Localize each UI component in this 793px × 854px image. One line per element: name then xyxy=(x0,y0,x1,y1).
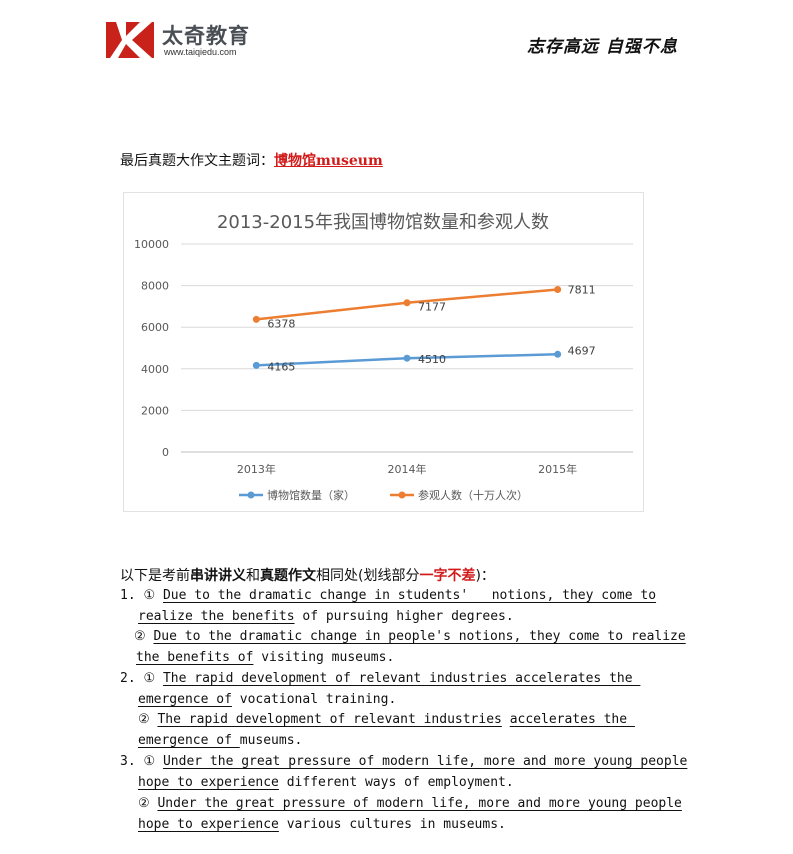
text-segment: ② xyxy=(134,629,154,644)
text-line: hope to experience various cultures in m… xyxy=(138,817,506,833)
legend-marker xyxy=(398,491,406,499)
intro-emphasis: 一字不差 xyxy=(419,568,476,584)
data-label: 4697 xyxy=(568,344,596,357)
topic-label: 最后真题大作文主题词： xyxy=(120,153,274,169)
intro-text: 和 xyxy=(246,568,260,584)
data-point xyxy=(554,350,562,358)
underlined-segment: Due to the dramatic change in students' … xyxy=(162,588,657,603)
text-segment: museums. xyxy=(239,733,303,748)
y-tick-label: 8000 xyxy=(141,280,169,293)
data-point xyxy=(554,286,562,294)
data-label: 7811 xyxy=(568,284,596,297)
chart-title: 2013-2015年我国博物馆数量和参观人数 xyxy=(217,212,549,233)
text-segment: 2. ① xyxy=(120,671,163,686)
intro-bold: 串讲讲义 xyxy=(190,568,246,584)
data-point xyxy=(252,315,260,323)
data-point xyxy=(403,299,411,307)
text-line: 3. ① Under the great pressure of modern … xyxy=(120,754,687,770)
text-line: ② The rapid development of relevant indu… xyxy=(138,712,635,728)
text-line: 2. ① The rapid development of relevant i… xyxy=(120,671,640,687)
text-line: ② Under the great pressure of modern lif… xyxy=(138,796,682,812)
y-tick-label: 6000 xyxy=(141,321,169,334)
text-segment: vocational training. xyxy=(231,692,397,707)
text-line: ② Due to the dramatic change in people's… xyxy=(134,629,686,645)
underlined-segment: hope to experience xyxy=(138,817,279,832)
text-line: realize the benefits of pursuing higher … xyxy=(138,609,514,625)
underlined-segment: Due to the dramatic change in people's n… xyxy=(153,629,686,644)
legend-label: 博物馆数量（家） xyxy=(267,488,355,502)
taiqi-logo-icon xyxy=(106,22,154,58)
underlined-segment: hope to experience xyxy=(138,775,279,790)
underlined-segment: the benefits of xyxy=(136,650,254,665)
text-segment: of pursuing higher degrees. xyxy=(294,609,514,624)
text-line: emergence of museums. xyxy=(138,733,302,749)
underlined-segment: Under the great pressure of modern life,… xyxy=(157,796,682,811)
data-label: 7177 xyxy=(418,301,446,314)
intro-text: 相同处(划线部分 xyxy=(316,568,420,584)
text-segment: 3. ① xyxy=(120,754,163,769)
intro-text: )： xyxy=(475,568,495,584)
underlined-segment: emergence of xyxy=(138,733,240,748)
text-line: emergence of vocational training. xyxy=(138,692,396,708)
legend-label: 参观人数（十万人次） xyxy=(418,488,528,502)
text-segment: various cultures in museums. xyxy=(278,817,506,832)
brand-url: www.taiqiedu.com xyxy=(164,47,237,57)
text-segment: ② xyxy=(138,712,158,727)
underlined-segment: Under the great pressure of modern life,… xyxy=(162,754,688,769)
intro-bold: 真题作文 xyxy=(260,568,316,584)
underlined-segment: The rapid development of relevant indust… xyxy=(162,671,641,686)
text-segment: ② xyxy=(138,796,158,811)
topic-keyword: 博物馆museum xyxy=(274,153,383,169)
underlined-segment: emergence of xyxy=(138,692,232,707)
data-point xyxy=(403,354,411,362)
y-tick-label: 10000 xyxy=(134,238,169,251)
slogan: 志存高远 自强不息 xyxy=(527,37,678,57)
intro-text: 以下是考前 xyxy=(120,568,190,584)
data-label: 4510 xyxy=(418,353,446,366)
data-label: 6378 xyxy=(267,317,295,330)
text-segment: 1. ① xyxy=(120,588,163,603)
text-segment: visiting museums. xyxy=(253,650,395,665)
x-tick-label: 2013年 xyxy=(237,462,276,476)
text-segment xyxy=(502,712,510,727)
underlined-segment: realize the benefits xyxy=(138,609,295,624)
data-label: 4165 xyxy=(267,360,295,373)
brand-name: 太奇教育 xyxy=(162,24,250,48)
underlined-segment: The rapid development of relevant indust… xyxy=(157,712,502,727)
intro-line: 以下是考前串讲讲义和真题作文相同处(划线部分一字不差)： xyxy=(120,565,495,585)
underlined-segment: accelerates the xyxy=(509,712,635,727)
y-tick-label: 2000 xyxy=(141,404,169,417)
chart: 2013-2015年我国博物馆数量和参观人数 0 2000 4000 6000 8000 1… xyxy=(123,192,644,512)
legend-marker xyxy=(247,491,255,499)
x-tick-label: 2015年 xyxy=(538,462,577,476)
x-tick-label: 2014年 xyxy=(388,462,427,476)
line-chart: 2013-2015年我国博物馆数量和参观人数 0 2000 4000 6000 8000 1… xyxy=(134,212,633,502)
text-segment: different ways of employment. xyxy=(278,775,514,790)
data-point xyxy=(252,361,260,369)
y-tick-label: 4000 xyxy=(141,363,169,376)
y-tick-label: 0 xyxy=(162,446,169,459)
text-line: hope to experience different ways of emp… xyxy=(138,775,514,791)
topic-line: 最后真题大作文主题词：博物馆museum xyxy=(120,150,383,170)
text-line: 1. ① Due to the dramatic change in stude… xyxy=(120,588,656,604)
text-line: the benefits of visiting museums. xyxy=(136,650,394,666)
